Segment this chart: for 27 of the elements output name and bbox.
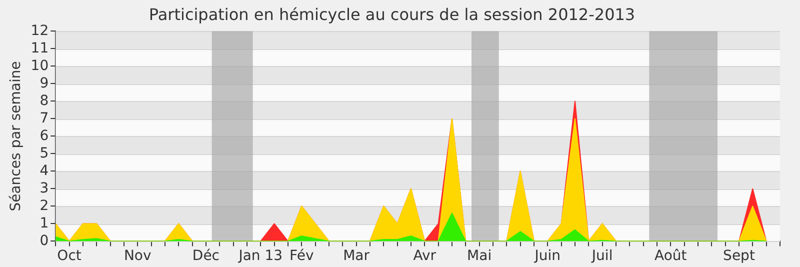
y-tick-label: 8	[40, 92, 49, 109]
y-tick-label: 0	[40, 232, 49, 249]
y-tick-label: 3	[40, 180, 49, 196]
y-tick-label: 4	[40, 162, 49, 179]
x-tick-label: Jan 13	[238, 248, 283, 264]
x-tick-label: Déc	[192, 248, 220, 264]
y-tick-label: 11	[30, 40, 49, 56]
x-tick-label: Mar	[343, 248, 370, 264]
x-tick-label: Sept	[723, 248, 756, 264]
x-tick-label: Nov	[124, 248, 152, 264]
x-tick-label: Mai	[467, 248, 492, 264]
y-tick-label: 5	[40, 145, 49, 162]
x-tick-label: Fév	[290, 248, 314, 264]
y-tick-label: 2	[40, 198, 49, 214]
y-axis-title: Séances par semaine	[8, 61, 24, 212]
y-tick-label: 9	[40, 75, 49, 92]
x-tick-label: Août	[654, 248, 688, 264]
x-tick-label: Avr	[413, 248, 436, 264]
y-tick-label: 6	[40, 128, 49, 144]
chart-title: Participation en hémicycle au cours de la session 2012-2013	[148, 4, 636, 24]
y-tick-label: 10	[30, 58, 49, 74]
y-tick-label: 7	[40, 110, 49, 126]
x-tick-label: Juin	[534, 248, 561, 264]
x-tick-label: Oct	[57, 248, 82, 264]
x-tick-label: Juil	[590, 248, 613, 264]
y-tick-label: 1	[40, 215, 49, 232]
y-tick-label: 12	[30, 22, 49, 39]
